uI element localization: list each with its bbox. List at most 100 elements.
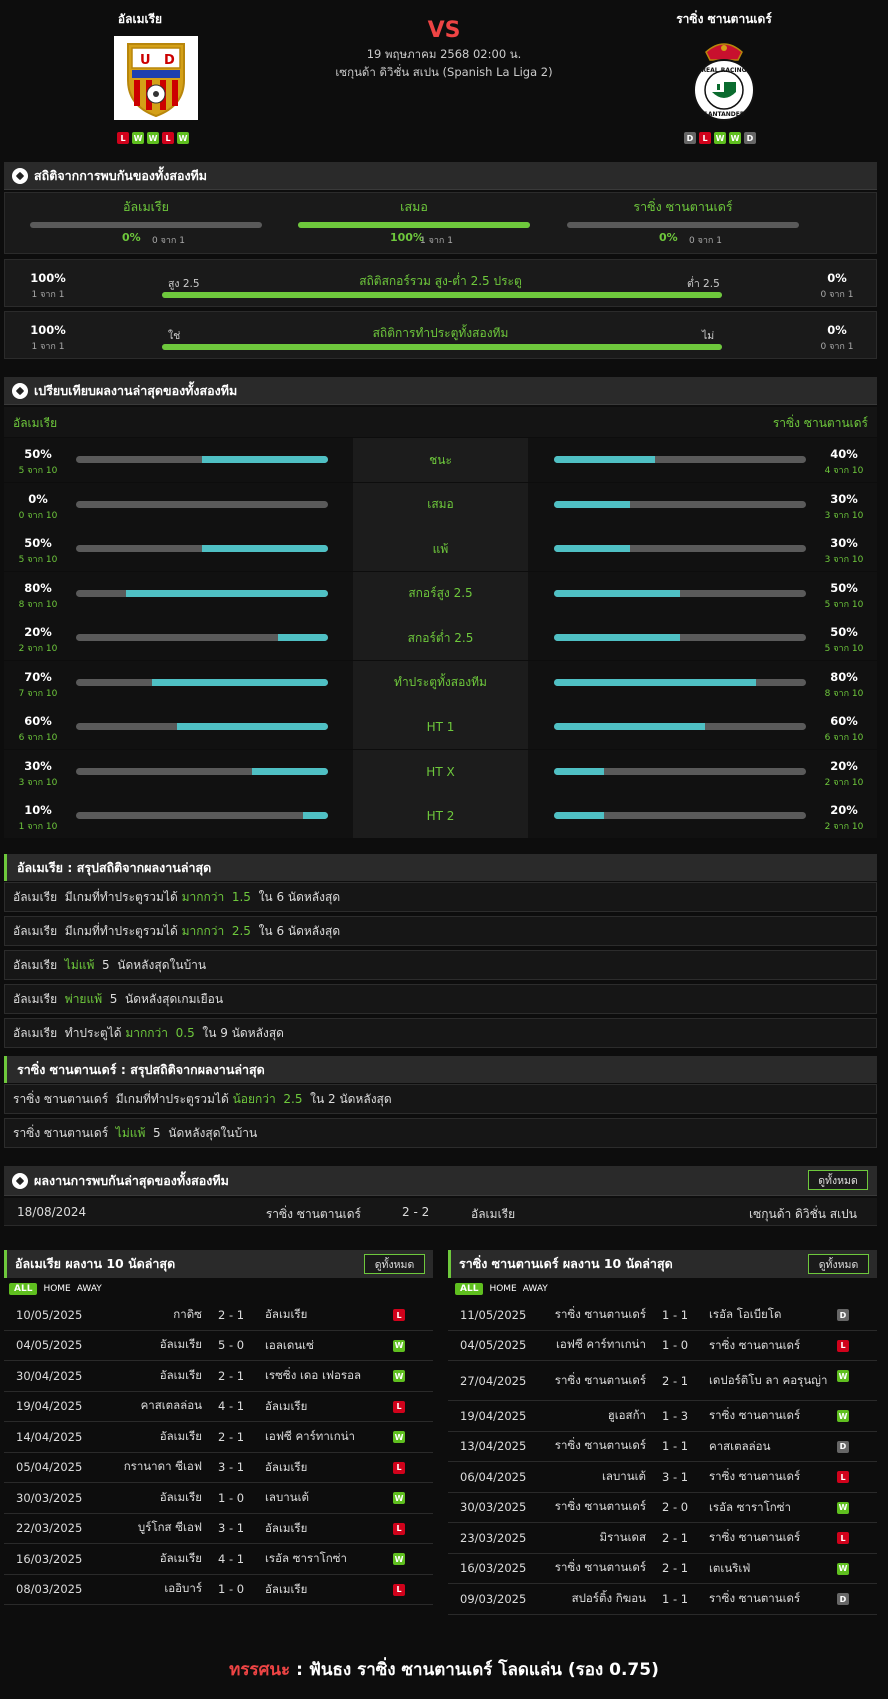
compare-away-bar-fill <box>554 589 680 597</box>
compare-home-name[interactable]: อัลเมเรีย <box>13 416 58 430</box>
match-row[interactable]: 16/03/2025 ราซิ่ง ซานตานเดร์ 2 - 1 เตเนริเฟ… <box>448 1554 877 1584</box>
compare-away-sub: 6 จาก 10 <box>824 733 864 743</box>
form-badge-d: D <box>744 132 756 144</box>
summary-highlight: ไม่แพ้ <box>115 1125 146 1140</box>
match-date: 22/03/2025 <box>16 1521 83 1536</box>
btts-panel: 100% 1 จาก 1 ใช่ สถิติการทำประตูทั้งสองท… <box>4 311 877 359</box>
match-row[interactable]: 08/03/2025 เออิบาร์ 1 - 0 อัลเมเรีย L <box>4 1575 433 1605</box>
summary-text: ใน 9 นัดหลังสุด <box>194 1025 284 1040</box>
recent-h2h-date: 18/08/2024 <box>17 1205 87 1219</box>
result-badge-w: W <box>837 1410 849 1422</box>
summary-text: อัลเมเรีย มีเกมที่ทำประตูรวมได้ <box>13 889 182 904</box>
btts-title: สถิติการทำประตูทั้งสองทีม <box>372 326 509 340</box>
compare-home-bar-fill <box>277 634 328 641</box>
recent-h2h-league: เซกุนด้า ดิวิชั่น สเปน <box>749 1207 857 1221</box>
home-last10-view-all-button[interactable]: ดูทั้งหมด <box>364 1254 425 1274</box>
compare-row: 80% 8 จาก 10 สกอร์สูง 2.5 50% 5 จาก 10 <box>4 571 877 616</box>
compare-away-cell: 20% 2 จาก 10 <box>528 749 877 794</box>
summary-highlight: มากกว่า 2.5 <box>181 923 251 938</box>
summary-highlight: ไม่แพ้ <box>64 957 95 972</box>
league-name[interactable]: เซกุนด้า ดิวิชั่น สเปน (Spanish La Liga … <box>335 65 553 79</box>
h2h-col-label: อัลเมเรีย <box>123 199 169 214</box>
compare-home-pct: 50% <box>24 536 52 550</box>
away-last10-view-all-button[interactable]: ดูทั้งหมด <box>808 1254 869 1274</box>
match-row[interactable]: 30/03/2025 ราซิ่ง ซานตานเดร์ 2 - 0 เรอัล ซา… <box>448 1493 877 1523</box>
filter-home-button[interactable]: HOME <box>489 1284 517 1294</box>
match-row[interactable]: 05/04/2025 กรานาดา ซีเอฟ 3 - 1 อัลเมเรีย L <box>4 1453 433 1483</box>
prediction: ทรรศนะ : ฟันธง ราซิ่ง ซานตานเดร์ โลดแล่น… <box>0 1656 888 1683</box>
match-row[interactable]: 19/04/2025 ฮูเอสก้า 1 - 3 ราซิ่ง ซานตานเดร์… <box>448 1401 877 1432</box>
compare-home-bar <box>76 545 328 552</box>
btts-no-sub: 0 จาก 1 <box>820 342 854 352</box>
away-team-name[interactable]: ราซิ่ง ซานตานเดร์ <box>676 12 772 26</box>
compare-home-bar-fill <box>176 723 328 730</box>
compare-home-pct: 70% <box>24 669 52 684</box>
match-row[interactable]: 16/03/2025 อัลเมเรีย 4 - 1 เรอัล ซาราโกซ่า W <box>4 1544 433 1575</box>
match-row[interactable]: 04/05/2025 อัลเมเรีย 5 - 0 เอลเดนเซ่ W <box>4 1331 433 1361</box>
summary-highlight: น้อยกว่า 2.5 <box>232 1091 303 1106</box>
compare-away-bar-fill <box>554 678 756 686</box>
filter-home-button[interactable]: HOME <box>43 1284 71 1294</box>
ou-under-sub: 0 จาก 1 <box>820 290 854 300</box>
compare-metric-label: สกอร์ต่ำ 2.5 <box>353 616 528 660</box>
ou-over-sub: 1 จาก 1 <box>31 290 65 300</box>
filter-all-button[interactable]: ALL <box>455 1283 484 1295</box>
match-row[interactable]: 09/03/2025 สปอร์ติ้ง กิฆอน 1 - 1 ราซิ่ง ซาน… <box>448 1584 877 1615</box>
match-row[interactable]: 27/04/2025 ราซิ่ง ซานตานเดร์ 2 - 1 เดปอร์ติ… <box>448 1361 877 1401</box>
result-badge-w: W <box>393 1492 405 1504</box>
match-row[interactable]: 04/05/2025 เอฟซี คาร์ทาเกน่า 1 - 0 ราซิ่ง ซ… <box>448 1331 877 1361</box>
filter-all-button[interactable]: ALL <box>9 1283 38 1295</box>
match-score: 3 - 1 <box>662 1469 689 1484</box>
match-row[interactable]: 30/03/2025 อัลเมเรีย 1 - 0 เลบานเต้ W <box>4 1483 433 1514</box>
result-badge-w: W <box>837 1562 849 1575</box>
recent-h2h-view-all-button[interactable]: ดูทั้งหมด <box>808 1170 868 1190</box>
compare-away-bar <box>554 589 806 597</box>
match-row[interactable]: 30/04/2025 อัลเมเรีย 2 - 1 เรซซิ่ง เดอ เฟอร… <box>4 1361 433 1392</box>
compare-away-pct: 20% <box>830 803 858 817</box>
match-row[interactable]: 11/05/2025 ราซิ่ง ซานตานเดร์ 1 - 1 เรอัล โอ… <box>448 1300 877 1331</box>
compare-metric-label: สกอร์สูง 2.5 <box>353 571 528 616</box>
match-row[interactable]: 13/04/2025 ราซิ่ง ซานตานเดร์ 1 - 1 คาสเตลล่… <box>448 1432 877 1462</box>
compare-away-bar-fill <box>554 500 630 508</box>
filter-away-button[interactable]: AWAY <box>76 1284 102 1294</box>
over-under-panel: 100% 1 จาก 1 สูง 2.5 สถิติสกอร์รวม สูง-ต… <box>4 259 877 307</box>
compare-home-cell: 10% 1 จาก 10 <box>4 794 353 838</box>
svg-text:REAL RACING: REAL RACING <box>701 67 746 74</box>
match-row[interactable]: 06/04/2025 เลบานเต้ 3 - 1 ราซิ่ง ซานตานเดร์… <box>448 1462 877 1493</box>
match-score: 1 - 1 <box>662 1591 689 1606</box>
match-date: 04/05/2025 <box>16 1338 83 1353</box>
match-row[interactable]: 10/05/2025 กาดิซ 2 - 1 อัลเมเรีย L <box>4 1300 433 1331</box>
compare-away-sub: 3 จาก 10 <box>824 510 864 521</box>
compare-home-pct: 20% <box>24 625 52 639</box>
svg-text:D: D <box>164 53 175 68</box>
match-away-team: คาสเตลล่อน <box>709 1438 771 1453</box>
compare-away-bar-fill <box>554 456 655 463</box>
filter-away-button[interactable]: AWAY <box>522 1284 548 1294</box>
match-row[interactable]: 19/04/2025 คาสเตลล่อน 4 - 1 อัลเมเรีย L <box>4 1392 433 1422</box>
recent-h2h-row[interactable]: 18/08/2024 ราซิ่ง ซานตานเดร์ 2 - 2 อัลเม… <box>4 1198 877 1226</box>
match-score: 5 - 0 <box>218 1338 245 1353</box>
match-away-team: อัลเมเรีย <box>265 1520 308 1535</box>
compare-away-name[interactable]: ราซิ่ง ซานตานเดร์ <box>772 416 868 430</box>
home-team-name[interactable]: อัลเมเรีย <box>117 12 163 26</box>
compare-row: 30% 3 จาก 10 HT X 20% 2 จาก 10 <box>4 749 877 794</box>
compare-home-bar-fill <box>302 812 328 819</box>
match-row[interactable]: 23/03/2025 มิรานเดส 2 - 1 ราซิ่ง ซานตานเดร์… <box>448 1523 877 1554</box>
h2h-col-pct: 0% <box>659 231 678 244</box>
compare-away-bar-fill <box>554 634 680 641</box>
btts-bar-fill <box>162 344 722 350</box>
compare-home-pct: 50% <box>24 447 52 461</box>
away-team-logo[interactable]: REAL RACING SANTANDER <box>682 38 766 122</box>
result-badge-w: W <box>393 1553 405 1565</box>
compare-home-pct: 0% <box>28 491 48 506</box>
result-badge-l: L <box>837 1339 849 1352</box>
compare-away-cell: 60% 6 จาก 10 <box>528 705 877 749</box>
home-team-logo[interactable]: U D <box>114 36 198 120</box>
prediction-label: ทรรศนะ <box>229 1660 291 1680</box>
match-row[interactable]: 14/04/2025 อัลเมเรีย 2 - 1 เอฟซี คาร์ทาเกน่… <box>4 1422 433 1453</box>
match-row[interactable]: 22/03/2025 บูร์โกส ซีเอฟ 3 - 1 อัลเมเรีย L <box>4 1514 433 1544</box>
match-away-team: เรอัล ซาราโกซ่า <box>709 1499 792 1514</box>
prediction-separator: : <box>296 1660 303 1680</box>
compare-row: 10% 1 จาก 10 HT 2 20% 2 จาก 10 <box>4 794 877 838</box>
match-date: 19 พฤษภาคม 2568 02:00 น. <box>366 47 522 61</box>
